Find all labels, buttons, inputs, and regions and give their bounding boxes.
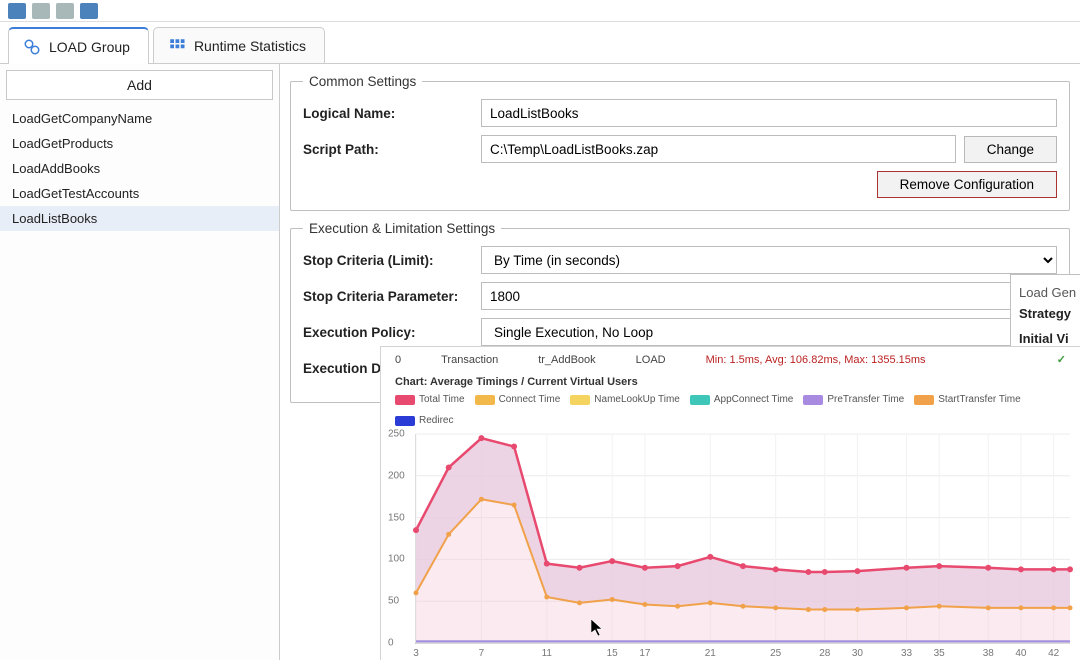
exec-policy-select[interactable]: Single Execution, No Loop [481, 318, 1057, 346]
check-icon: ✓ [1057, 353, 1066, 366]
group-legend: Common Settings [303, 74, 422, 89]
group-legend: Execution & Limitation Settings [303, 221, 501, 236]
logical-name-label: Logical Name: [303, 106, 473, 121]
legend-swatch [914, 395, 934, 405]
stop-param-input[interactable] [481, 282, 1057, 310]
list-item[interactable]: LoadGetTestAccounts [0, 181, 279, 206]
script-path-label: Script Path: [303, 142, 473, 157]
legend-item[interactable]: PreTransfer Time [803, 394, 904, 405]
stop-criteria-select[interactable]: By Time (in seconds) [481, 246, 1057, 274]
chart-title: Chart: Average Timings / Current Virtual… [385, 372, 1076, 394]
toolbar-icon[interactable] [80, 3, 98, 19]
script-path-input[interactable] [481, 135, 956, 163]
loadgen-row: Initial Vi [1019, 331, 1080, 346]
legend-label: StartTransfer Time [938, 394, 1020, 405]
tab-bar: LOAD Group Runtime Statistics [0, 22, 1080, 64]
tab-load-group[interactable]: LOAD Group [8, 27, 149, 64]
remove-config-button[interactable]: Remove Configuration [877, 171, 1057, 198]
legend-item[interactable]: Redirec [395, 415, 453, 426]
grid-icon [168, 37, 186, 55]
legend-label: Total Time [419, 394, 465, 405]
tab-label: Runtime Statistics [194, 38, 306, 54]
legend-label: NameLookUp Time [594, 394, 680, 405]
logical-name-input[interactable] [481, 99, 1057, 127]
legend-swatch [570, 395, 590, 405]
toolbar-icon[interactable] [32, 3, 50, 19]
tab-runtime-stats[interactable]: Runtime Statistics [153, 27, 325, 63]
tab-label: LOAD Group [49, 39, 130, 55]
legend-item[interactable]: Total Time [395, 394, 465, 405]
legend-label: AppConnect Time [714, 394, 794, 405]
legend-label: Connect Time [499, 394, 561, 405]
chart-legend: Total Time Connect Time NameLookUp Time App… [385, 394, 1076, 434]
gears-icon [23, 38, 41, 56]
status-col: 0 [395, 354, 401, 366]
list-item[interactable]: LoadGetProducts [0, 131, 279, 156]
list-item[interactable]: LoadAddBooks [0, 156, 279, 181]
legend-swatch [690, 395, 710, 405]
status-col: Transaction [441, 354, 498, 366]
exec-policy-label: Execution Policy: [303, 325, 473, 340]
loadgen-legend: Load Gen [1019, 285, 1080, 300]
legend-label: PreTransfer Time [827, 394, 904, 405]
chart-plot[interactable]: 0501001502002503711151721252830333538404… [415, 434, 1070, 644]
status-col: LOAD [636, 354, 666, 366]
legend-item[interactable]: NameLookUp Time [570, 394, 680, 405]
legend-swatch [475, 395, 495, 405]
status-timing: Min: 1.5ms, Avg: 106.82ms, Max: 1355.15m… [706, 354, 926, 366]
legend-item[interactable]: Connect Time [475, 394, 561, 405]
top-toolbar [0, 0, 1080, 22]
load-list: LoadGetCompanyNameLoadGetProductsLoadAdd… [0, 106, 279, 231]
legend-swatch [803, 395, 823, 405]
legend-item[interactable]: StartTransfer Time [914, 394, 1020, 405]
legend-swatch [395, 416, 415, 426]
legend-label: Redirec [419, 415, 453, 426]
legend-swatch [395, 395, 415, 405]
list-item[interactable]: LoadGetCompanyName [0, 106, 279, 131]
chart-panel: 0 Transaction tr_AddBook LOAD Min: 1.5ms… [380, 346, 1080, 660]
list-item[interactable]: LoadListBooks [0, 206, 279, 231]
sidebar: Add LoadGetCompanyNameLoadGetProductsLoa… [0, 64, 280, 660]
stop-criteria-label: Stop Criteria (Limit): [303, 253, 473, 268]
common-settings-group: Common Settings Logical Name: Script Pat… [290, 74, 1070, 211]
toolbar-icon[interactable] [56, 3, 74, 19]
legend-item[interactable]: AppConnect Time [690, 394, 794, 405]
toolbar-icon[interactable] [8, 3, 26, 19]
status-col: tr_AddBook [538, 354, 595, 366]
change-button[interactable]: Change [964, 136, 1057, 163]
status-line: 0 Transaction tr_AddBook LOAD Min: 1.5ms… [385, 353, 1076, 372]
add-button[interactable]: Add [6, 70, 273, 100]
stop-param-label: Stop Criteria Parameter: [303, 289, 473, 304]
loadgen-row: Strategy [1019, 306, 1080, 321]
